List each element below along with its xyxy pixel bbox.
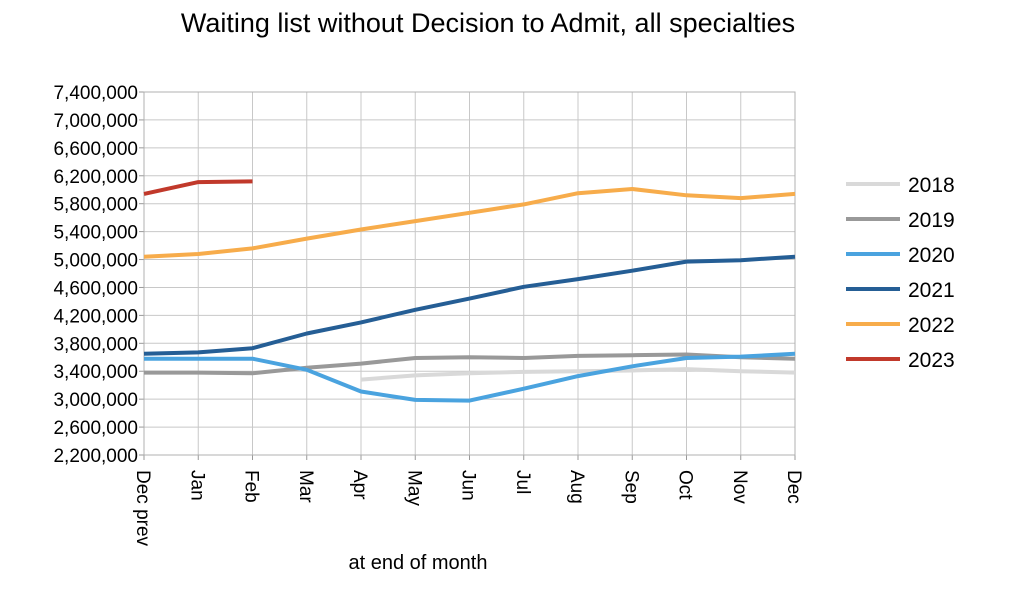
- y-tick-label: 5,400,000: [53, 223, 138, 244]
- legend-label-2020: 2020: [908, 244, 955, 267]
- y-tick-label: 7,000,000: [53, 111, 138, 132]
- chart-title: Waiting list without Decision to Admit, …: [180, 8, 796, 38]
- x-tick-label: Jun: [458, 470, 479, 501]
- series-line-2021: [143, 254, 796, 356]
- y-tick-label: 5,800,000: [53, 195, 138, 216]
- x-tick-label: Aug: [566, 470, 587, 504]
- y-tick-label: 5,000,000: [53, 251, 138, 272]
- x-tick-label: Dec: [783, 470, 804, 504]
- x-tick-label: Feb: [241, 470, 262, 503]
- axis-layer: 2,200,000 2,600,000 3,000,000 3,400,000 3,80…: [53, 83, 804, 547]
- series-layer: [143, 179, 796, 403]
- y-tick-label: 3,800,000: [53, 334, 138, 355]
- y-tick-label: 4,200,000: [53, 306, 138, 327]
- series-line-2020: [144, 351, 796, 403]
- x-tick-label: Nov: [729, 470, 750, 504]
- y-tick-label: 6,600,000: [53, 139, 138, 160]
- x-axis-title: at end of month: [349, 552, 488, 574]
- x-tick-label: Dec prev: [132, 470, 153, 547]
- legend-label-2021: 2021: [908, 279, 955, 302]
- y-tick-label: 3,400,000: [53, 362, 138, 383]
- y-tick-label: 6,200,000: [53, 167, 138, 188]
- series-line-2022: [143, 187, 796, 259]
- y-tick-label: 4,600,000: [53, 278, 138, 299]
- x-tick-label: Mar: [295, 470, 316, 503]
- legend-label-2023: 2023: [908, 349, 955, 372]
- legend: 2018 2019 2020 2021 2022 2023: [846, 174, 955, 372]
- y-tick-label: 3,000,000: [53, 390, 138, 411]
- y-tick-label: 7,400,000: [53, 83, 138, 104]
- legend-label-2019: 2019: [908, 209, 955, 232]
- y-tick-label: 2,600,000: [53, 418, 138, 439]
- x-tick-label: Jan: [186, 470, 207, 501]
- x-tick-label: Oct: [675, 470, 696, 500]
- series-line-2019: [144, 352, 796, 376]
- x-tick-label: Apr: [349, 470, 370, 500]
- x-tick-label: May: [403, 470, 424, 506]
- x-tick-label: Jul: [512, 470, 533, 494]
- legend-label-2018: 2018: [908, 174, 955, 197]
- series-line-2018: [360, 367, 796, 382]
- legend-label-2022: 2022: [908, 314, 955, 337]
- y-tick-label: 2,200,000: [53, 446, 138, 467]
- plot-area-border: [143, 91, 796, 456]
- x-tick-label: Sep: [620, 470, 641, 504]
- series-line-2023: [143, 179, 253, 196]
